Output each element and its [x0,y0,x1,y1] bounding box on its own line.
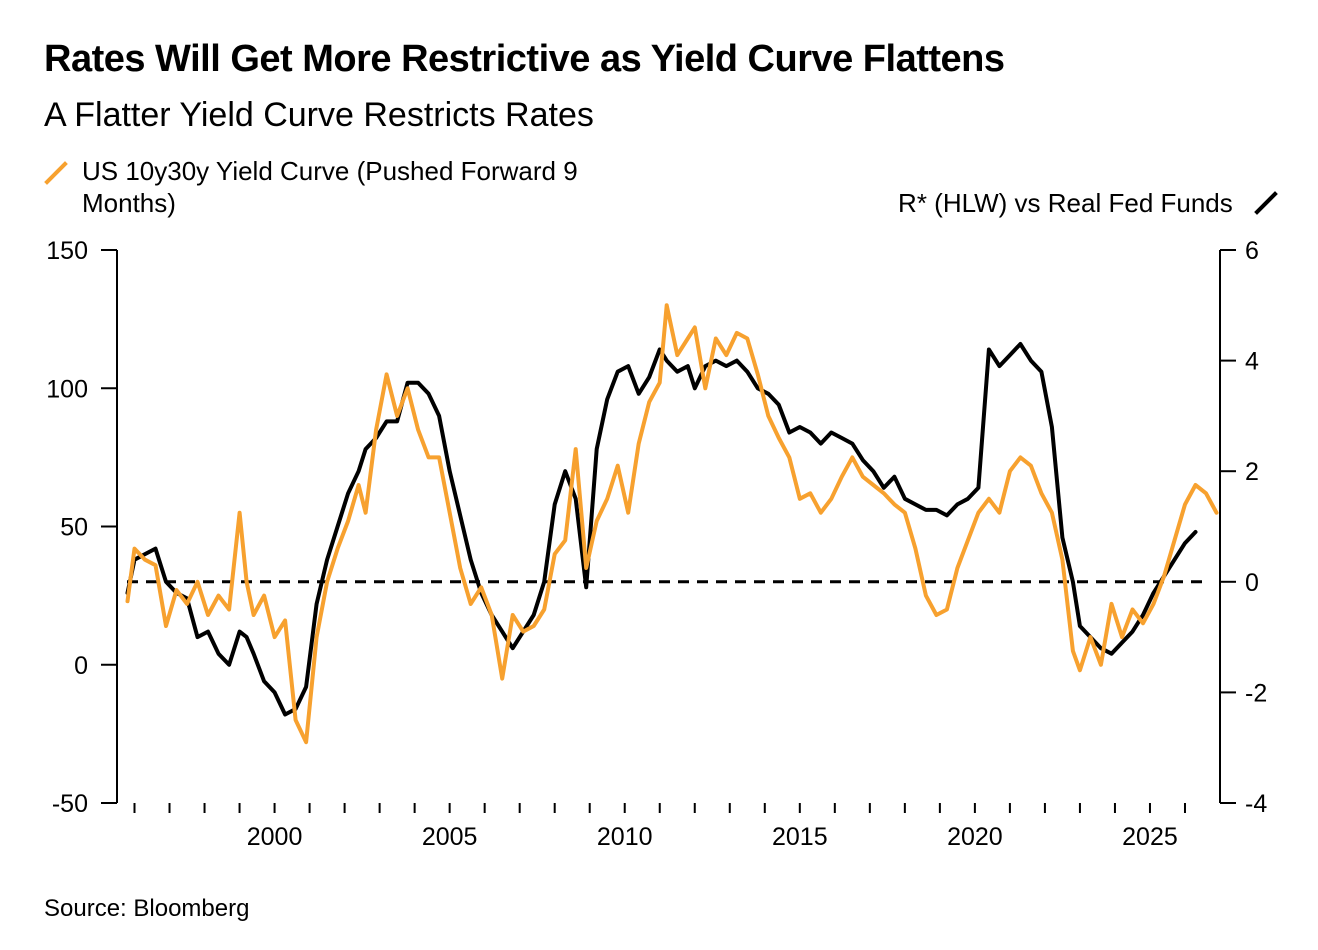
series-line-yield-curve [125,303,1219,745]
right-y-tick-label: 2 [1245,458,1259,486]
legend-left-series: US 10y30y Yield Curve (Pushed Forward 9 … [44,155,664,219]
legend-left-label: US 10y30y Yield Curve (Pushed Forward 9 … [82,156,578,218]
right-y-tick-label: -4 [1245,790,1267,818]
left-y-tick-label: 100 [46,375,88,403]
left-y-tick-label: 150 [46,237,88,265]
right-y-tick-label: 6 [1245,237,1259,265]
left-y-tick-label: 0 [74,652,88,680]
x-tick-label: 2005 [422,823,478,851]
left-y-tick-label: -50 [52,790,88,818]
legend-right-label: R* (HLW) vs Real Fed Funds [898,188,1233,218]
left-y-tick-label: 50 [60,514,88,542]
x-tick-label: 2015 [772,823,828,851]
right-y-tick-label: 4 [1245,348,1259,376]
x-tick-label: 2020 [947,823,1003,851]
chart-title: Rates Will Get More Restrictive as Yield… [44,38,1005,80]
source-note: Source: Bloomberg [44,895,250,922]
right-y-tick-label: 0 [1245,569,1259,597]
orange-line-legend-icon [44,161,68,185]
x-tick-label: 2000 [247,823,303,851]
series-line-rstar-vs-real-fed-funds [125,342,1198,717]
x-tick-label: 2010 [597,823,653,851]
chart-subtitle: A Flatter Yield Curve Restricts Rates [44,96,594,134]
black-dashed-line-legend-icon [1254,191,1278,215]
legend-right-series: R* (HLW) vs Real Fed Funds [898,187,1278,219]
right-y-tick-label: -2 [1245,679,1267,707]
x-tick-label: 2025 [1122,823,1178,851]
